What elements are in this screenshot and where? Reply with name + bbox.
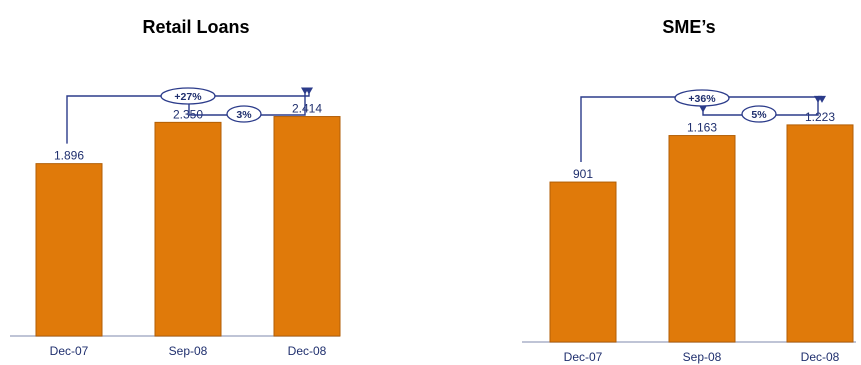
x-tick-label: Dec-07	[564, 350, 603, 364]
chart-retail-loans: Retail Loans 1.896 Dec-07 2.350 Sep-08 2.414…	[10, 17, 341, 358]
x-tick-label: Dec-08	[288, 344, 327, 358]
growth-badge	[226, 105, 262, 123]
x-tick-label: Sep-08	[683, 350, 722, 364]
data-label: 2.350	[173, 107, 203, 121]
data-label: 2.414	[292, 102, 322, 116]
data-label: 1.896	[54, 149, 84, 163]
growth-badge	[741, 105, 777, 123]
bar	[154, 121, 222, 337]
chart-title-retail-loans: Retail Loans	[142, 17, 249, 37]
arrow-head	[301, 87, 309, 95]
growth-label: +36%	[688, 93, 716, 105]
growth-badge	[674, 89, 730, 107]
bar	[273, 116, 341, 337]
bar	[35, 163, 103, 337]
growth-label: 5%	[751, 109, 767, 121]
growth-badge	[160, 87, 216, 105]
chart-title-smes: SME’s	[662, 17, 715, 37]
arrow-head	[814, 95, 822, 103]
arrow-head	[699, 105, 707, 113]
chart-smes: SME’s 901 Dec-07 1.163 Sep-08 1.223 Dec-08 +36…	[522, 17, 856, 364]
bar	[786, 124, 854, 343]
data-label: 1.163	[687, 121, 717, 135]
bar	[668, 135, 736, 343]
growth-label: +27%	[174, 91, 202, 103]
x-tick-label: Dec-08	[801, 350, 840, 364]
growth-label: 3%	[236, 109, 252, 121]
data-label: 1.223	[805, 110, 835, 124]
x-tick-label: Sep-08	[169, 344, 208, 358]
data-label: 901	[573, 167, 593, 181]
x-tick-label: Dec-07	[50, 344, 89, 358]
bar	[549, 181, 617, 343]
